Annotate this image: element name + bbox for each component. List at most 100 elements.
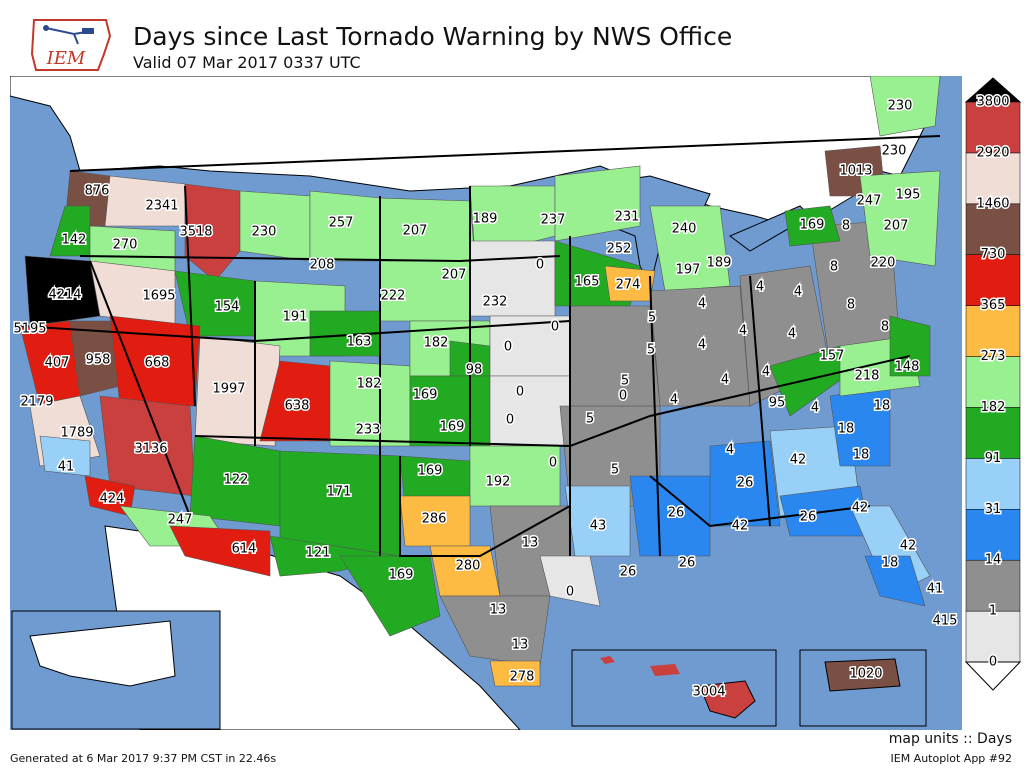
us-map: 876 2341 142 270 3518 230 257 208 207 18…	[10, 76, 962, 730]
office-label: 192	[486, 475, 511, 490]
office-label: 42	[790, 453, 807, 468]
office-label: 0	[619, 389, 627, 404]
office-label: 4214	[48, 288, 81, 303]
office-label: 41	[58, 460, 75, 475]
office-label: 154	[215, 300, 240, 315]
office-label: 2341	[145, 199, 178, 214]
valid-time: Valid 07 Mar 2017 0337 UTC	[133, 53, 361, 72]
office-label: 4	[794, 285, 802, 300]
office-label: 41	[927, 582, 944, 597]
office-label: 4	[756, 280, 764, 295]
office-label: 1020	[849, 667, 882, 682]
office-label: 230	[882, 144, 907, 159]
map-units: map units :: Days	[888, 731, 1012, 747]
legend-tick-label: 182	[981, 400, 1006, 415]
office-label: 270	[113, 238, 138, 253]
office-label: 4	[762, 365, 770, 380]
office-label: 4	[811, 401, 819, 416]
legend-tick-label: 31	[985, 502, 1002, 517]
office-label: 3136	[134, 442, 167, 457]
cwa-regions	[19, 76, 941, 687]
office-label: 8	[881, 320, 889, 335]
office-label: 5	[586, 412, 594, 427]
office-label: 207	[442, 268, 467, 283]
office-label: 42	[852, 501, 869, 516]
office-label: 165	[575, 275, 600, 290]
office-label: 18	[853, 448, 870, 463]
office-label: 237	[541, 213, 566, 228]
office-label: 207	[403, 224, 428, 239]
office-label: 208	[310, 258, 335, 273]
office-label: 1695	[142, 289, 175, 304]
office-label: 98	[466, 363, 483, 378]
alaska-inset	[11, 610, 221, 730]
logo-text: IEM	[46, 48, 86, 69]
office-label: 2179	[20, 395, 53, 410]
office-label: 42	[900, 539, 917, 554]
autoplot-app: IEM Autoplot App #92	[890, 752, 1013, 765]
office-label: 169	[413, 388, 438, 403]
office-label: 220	[871, 256, 896, 271]
office-label: 5195	[13, 322, 46, 337]
office-label: 0	[551, 320, 559, 335]
office-label: 424	[100, 492, 125, 507]
office-label: 182	[424, 336, 449, 351]
office-label: 42	[732, 519, 749, 534]
office-label: 121	[306, 546, 331, 561]
office-label: 4	[698, 338, 706, 353]
office-label: 26	[737, 476, 754, 491]
office-label: 233	[356, 423, 381, 438]
office-label: 4	[698, 297, 706, 312]
office-label: 638	[285, 399, 310, 414]
office-label: 148	[895, 360, 920, 375]
office-label: 171	[327, 485, 352, 500]
office-label: 1789	[60, 426, 93, 441]
office-label: 0	[536, 258, 544, 273]
office-label: 26	[800, 510, 817, 525]
office-label: 415	[933, 614, 958, 629]
office-label: 3518	[179, 225, 212, 240]
office-label: 5	[648, 311, 656, 326]
legend-under-arrow	[964, 661, 1022, 691]
iem-logo: IEM	[30, 19, 112, 71]
office-label: 191	[283, 310, 308, 325]
legend-bin	[965, 509, 1021, 561]
legend-tick-label: 3800	[976, 95, 1009, 110]
office-label: 4	[721, 373, 729, 388]
office-label: 286	[422, 512, 447, 527]
office-label: 218	[855, 369, 880, 384]
office-label: 958	[86, 353, 111, 368]
puerto-rico-inset	[799, 649, 927, 727]
page-title: Days since Last Tornado Warning by NWS O…	[133, 22, 733, 51]
office-label: 18	[882, 556, 899, 571]
legend-tick-label: 91	[985, 451, 1002, 466]
legend-bin	[965, 356, 1021, 408]
office-label: 274	[616, 278, 641, 293]
office-label: 614	[232, 542, 257, 557]
office-label: 8	[842, 219, 850, 234]
legend-tick-label: 1460	[976, 196, 1009, 211]
office-label: 4	[726, 443, 734, 458]
office-label: 169	[800, 218, 825, 233]
office-label: 278	[510, 670, 535, 685]
office-label: 4	[739, 324, 747, 339]
office-label: 4	[788, 327, 796, 342]
legend-bin	[965, 152, 1021, 205]
office-label: 122	[224, 473, 249, 488]
office-label: 240	[672, 222, 697, 237]
office-label: 0	[549, 456, 557, 471]
legend-tick-label: 273	[981, 349, 1006, 364]
office-label: 668	[145, 356, 170, 371]
office-label: 230	[252, 225, 277, 240]
legend-bin	[965, 203, 1021, 255]
legend-colorbar: 0 1 14 31 91 182 273 365 730 1460 2920 3800	[964, 77, 1022, 691]
office-label: 232	[483, 295, 508, 310]
legend-bin	[965, 101, 1021, 154]
office-label: 252	[607, 242, 632, 257]
office-label: 195	[896, 188, 921, 203]
office-label: 13	[512, 638, 529, 653]
office-label: 4	[670, 393, 678, 408]
office-label: 207	[884, 219, 909, 234]
office-label: 5	[647, 343, 655, 358]
office-label: 18	[874, 399, 891, 414]
